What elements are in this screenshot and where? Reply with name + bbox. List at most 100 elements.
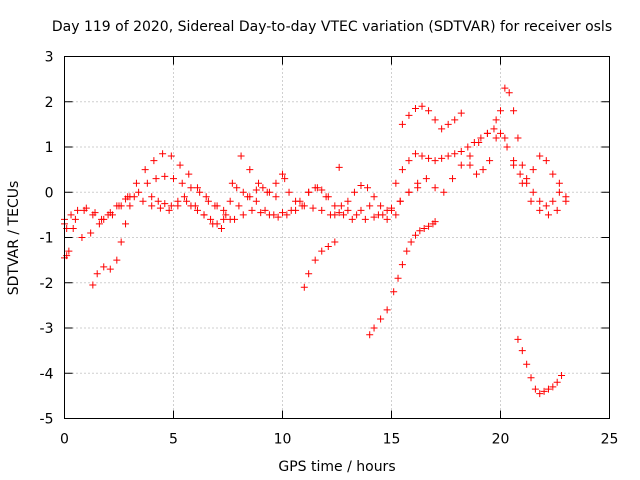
data-point xyxy=(505,89,513,97)
data-point xyxy=(536,152,544,160)
data-point xyxy=(331,238,339,246)
data-point xyxy=(438,125,446,133)
data-point xyxy=(115,202,123,210)
data-point xyxy=(246,193,254,201)
data-point xyxy=(174,197,182,205)
data-point xyxy=(350,188,358,196)
data-point xyxy=(425,222,433,230)
data-point xyxy=(89,211,97,219)
data-point xyxy=(420,224,428,232)
data-point xyxy=(69,224,77,232)
data-point xyxy=(394,274,402,282)
data-point xyxy=(226,215,234,223)
data-point xyxy=(510,107,518,115)
data-point xyxy=(558,372,566,380)
data-point xyxy=(405,157,413,165)
data-point xyxy=(477,134,485,142)
data-point xyxy=(475,138,483,146)
data-point xyxy=(126,202,134,210)
data-point xyxy=(220,215,228,223)
data-point xyxy=(344,197,352,205)
data-point xyxy=(364,184,372,192)
data-point xyxy=(185,170,193,178)
series-track-n xyxy=(335,163,343,171)
data-point xyxy=(200,211,208,219)
data-point xyxy=(340,211,348,219)
data-point xyxy=(222,211,230,219)
data-point xyxy=(318,206,326,214)
data-point xyxy=(135,188,143,196)
data-point xyxy=(344,206,352,214)
data-point xyxy=(514,335,522,343)
data-point xyxy=(305,188,313,196)
series-track-c xyxy=(63,150,289,232)
data-point xyxy=(217,224,225,232)
data-point xyxy=(366,331,374,339)
data-point xyxy=(246,166,254,174)
data-point xyxy=(411,231,419,239)
data-point xyxy=(311,184,319,192)
data-point xyxy=(180,193,188,201)
data-point xyxy=(392,211,400,219)
x-axis-label: GPS time / hours xyxy=(278,459,395,475)
data-point xyxy=(141,166,149,174)
data-point xyxy=(431,157,439,165)
data-point xyxy=(159,150,167,158)
data-point xyxy=(148,193,156,201)
data-point xyxy=(196,188,204,196)
data-point xyxy=(527,197,535,205)
data-point xyxy=(124,193,132,201)
data-point xyxy=(87,229,95,237)
data-point xyxy=(377,315,385,323)
data-point xyxy=(536,206,544,214)
data-point xyxy=(106,265,114,273)
data-point xyxy=(193,206,201,214)
data-point xyxy=(457,148,465,156)
x-tick-label: 20 xyxy=(492,432,510,448)
series-track-h xyxy=(398,102,465,133)
data-point xyxy=(257,209,265,217)
data-point xyxy=(562,197,570,205)
series-track-j xyxy=(388,116,570,219)
data-point xyxy=(170,175,177,183)
data-point xyxy=(425,154,433,162)
data-point xyxy=(233,184,241,192)
y-tick-label: 3 xyxy=(45,50,54,66)
data-point xyxy=(514,134,522,142)
series-track-a xyxy=(61,172,422,228)
data-point xyxy=(255,179,263,187)
data-point xyxy=(361,215,369,223)
data-point xyxy=(536,197,544,205)
series-track-b xyxy=(61,184,400,241)
data-point xyxy=(451,150,459,158)
data-point xyxy=(523,175,531,183)
data-point xyxy=(235,202,243,210)
data-point xyxy=(492,134,500,142)
data-point xyxy=(553,206,561,214)
data-point xyxy=(239,188,247,196)
data-point xyxy=(239,211,247,219)
data-point xyxy=(161,172,169,180)
data-point xyxy=(416,227,424,235)
data-point xyxy=(67,211,75,219)
data-point xyxy=(466,161,474,169)
series-track-k xyxy=(466,84,563,187)
data-point xyxy=(272,179,280,187)
data-point xyxy=(183,197,191,205)
data-point xyxy=(331,211,339,219)
data-point xyxy=(261,206,269,214)
data-point xyxy=(425,107,433,115)
data-point xyxy=(555,179,563,187)
data-point xyxy=(457,161,465,169)
data-point xyxy=(207,215,215,223)
data-point xyxy=(374,211,382,219)
y-tick-label: -2 xyxy=(40,276,54,292)
data-point xyxy=(281,175,289,183)
data-point xyxy=(431,218,439,226)
data-point xyxy=(95,220,103,228)
data-point xyxy=(536,390,544,398)
data-point xyxy=(305,270,313,278)
x-tick-label: 5 xyxy=(169,432,178,448)
data-point xyxy=(113,256,121,264)
data-point xyxy=(451,116,459,124)
